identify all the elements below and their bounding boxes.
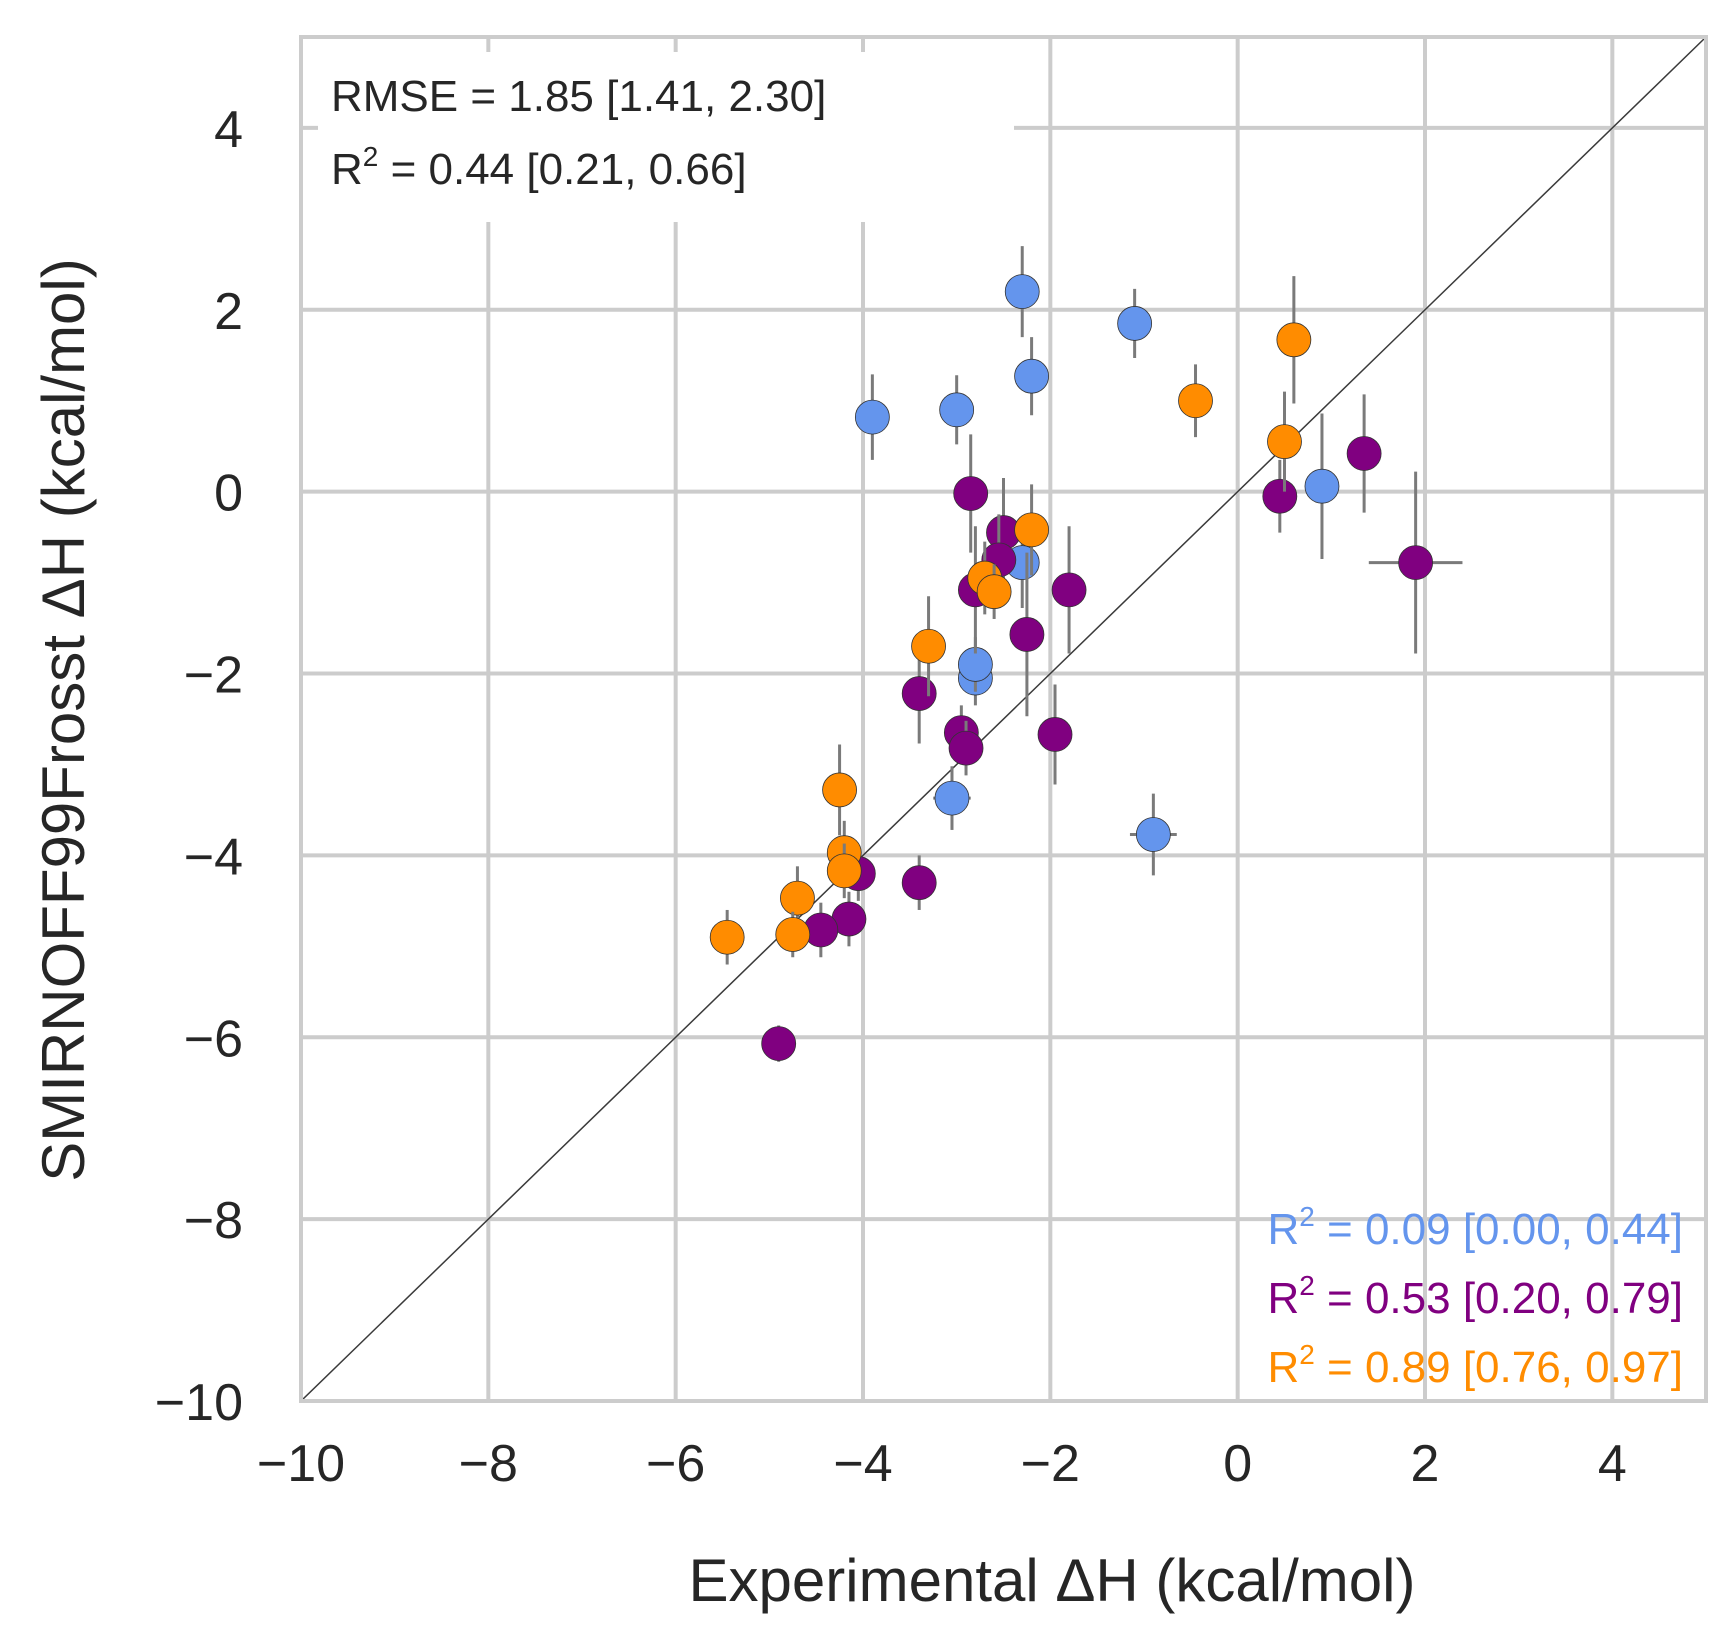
plot-frame xyxy=(299,35,1708,1403)
data-point-2-1 xyxy=(1178,383,1213,419)
data-point-2-7 xyxy=(822,772,857,808)
data-point-2-11 xyxy=(775,917,811,952)
identity-line xyxy=(300,36,1707,1402)
data-point-0-3 xyxy=(939,392,975,428)
tick-labels: −10 −8 −6 −4 −2 0 2 4 −10 −8 −6 −4 −2 0 2 4 xyxy=(155,101,1627,1493)
series-r2-prefix-1: R xyxy=(1267,1274,1299,1323)
overall-r2-sup: 2 xyxy=(363,141,379,172)
data-point-2-6 xyxy=(911,628,946,664)
series-r2-value-1: = 0.53 [0.20, 0.79] xyxy=(1315,1274,1683,1323)
series-r2-sup-0: 2 xyxy=(1299,1201,1315,1232)
data-point-1-17 xyxy=(761,1026,797,1062)
data-point-2-10 xyxy=(780,880,815,916)
rmse-text: RMSE = 1.85 [1.41, 2.30] xyxy=(331,72,826,121)
data-point-0-2 xyxy=(1014,358,1049,394)
y-axis-title: SMIRNOFF99Frosst ΔH (kcal/mol) xyxy=(30,258,97,1181)
x-tick-label-7: 4 xyxy=(1598,1435,1627,1493)
overall-r2-text: R2 = 0.44 [0.21, 0.66] xyxy=(331,141,747,194)
stats-box xyxy=(318,52,1014,222)
data-point-1-1 xyxy=(1262,478,1298,514)
series-r2-label-2: R2 = 0.89 [0.76, 0.97] xyxy=(1267,1339,1683,1392)
y-tick-label-1: −8 xyxy=(184,1192,243,1250)
data-point-2-5 xyxy=(976,574,1012,610)
data-point-1-0 xyxy=(1346,436,1382,471)
data-point-2-9 xyxy=(826,853,862,889)
series-r2-legend: R2 = 0.09 [0.00, 0.44]R2 = 0.53 [0.20, 0… xyxy=(1267,1201,1683,1392)
y-tick-label-5: 0 xyxy=(214,465,243,523)
x-tick-label-4: −2 xyxy=(1021,1435,1080,1493)
data-point-1-14 xyxy=(901,865,937,901)
data-point-1-2 xyxy=(1398,545,1434,580)
data-point-2-2 xyxy=(1267,424,1302,460)
series-r2-value-2: = 0.89 [0.76, 0.97] xyxy=(1315,1343,1683,1392)
series-2 xyxy=(709,276,1312,965)
data-point-2-0 xyxy=(1276,322,1312,358)
x-tick-label-6: 2 xyxy=(1411,1435,1440,1493)
y-tick-label-0: −10 xyxy=(155,1374,243,1432)
x-tick-label-2: −6 xyxy=(646,1435,705,1493)
data-point-1-11 xyxy=(1037,717,1073,752)
series-r2-sup-1: 2 xyxy=(1299,1270,1315,1301)
y-tick-label-4: −2 xyxy=(184,647,243,705)
overall-r2-prefix: R xyxy=(331,145,363,194)
data-point-2-3 xyxy=(1014,512,1049,548)
data-point-0-10 xyxy=(1135,817,1171,852)
y-tick-label-2: −6 xyxy=(184,1010,243,1068)
series-r2-prefix-2: R xyxy=(1267,1343,1299,1392)
data-point-0-4 xyxy=(854,399,890,435)
series-r2-sup-2: 2 xyxy=(1299,1339,1315,1370)
data-point-1-3 xyxy=(953,476,989,511)
x-tick-label-3: −4 xyxy=(833,1435,892,1493)
data-point-0-0 xyxy=(1004,274,1040,310)
x-tick-label-0: −10 xyxy=(257,1435,345,1493)
data-point-1-7 xyxy=(1051,572,1087,608)
data-point-2-12 xyxy=(709,919,745,955)
data-point-1-9 xyxy=(901,676,937,711)
identity-line-group xyxy=(300,36,1707,1402)
data-point-1-8 xyxy=(1009,617,1045,652)
series-r2-value-0: = 0.09 [0.00, 0.44] xyxy=(1315,1205,1683,1254)
x-tick-label-1: −8 xyxy=(459,1435,518,1493)
y-tick-label-6: 2 xyxy=(214,283,243,341)
y-tick-label-3: −4 xyxy=(184,828,243,886)
x-tick-label-5: 0 xyxy=(1223,1435,1252,1493)
data-point-0-1 xyxy=(1117,306,1153,341)
series-0 xyxy=(854,246,1340,876)
overall-r2-rest: = 0.44 [0.21, 0.66] xyxy=(378,145,746,194)
data-point-0-9 xyxy=(934,780,970,816)
data-point-0-5 xyxy=(1304,468,1340,504)
data-point-1-12 xyxy=(948,730,984,766)
series-r2-label-1: R2 = 0.53 [0.20, 0.79] xyxy=(1267,1270,1683,1323)
y-tick-label-7: 4 xyxy=(214,101,243,159)
series-r2-prefix-0: R xyxy=(1267,1205,1299,1254)
data-points xyxy=(709,246,1463,1062)
x-axis-title: Experimental ΔH (kcal/mol) xyxy=(689,1547,1416,1614)
series-1 xyxy=(761,394,1463,1062)
series-r2-label-0: R2 = 0.09 [0.00, 0.44] xyxy=(1267,1201,1683,1254)
